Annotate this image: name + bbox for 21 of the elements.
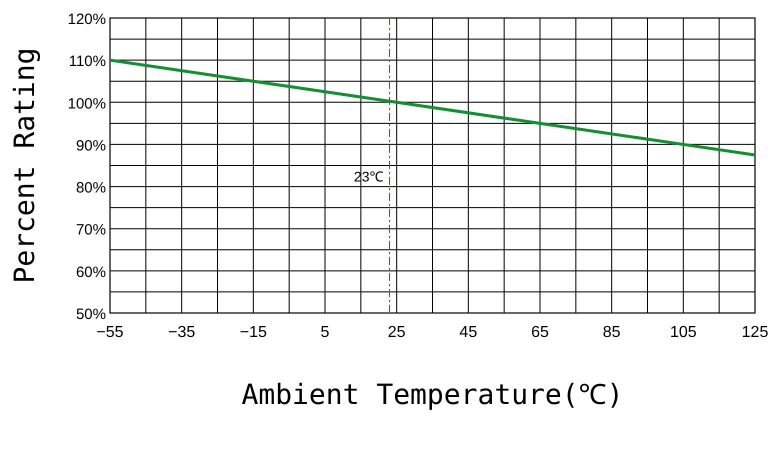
y-tick-label: 100% (68, 95, 106, 112)
y-tick-label: 120% (68, 11, 106, 28)
x-tick-label: −15 (240, 324, 268, 341)
x-tick-label: 25 (388, 324, 406, 341)
y-axis-title: Percent Rating (8, 47, 41, 284)
y-tick-label: 50% (76, 306, 106, 323)
y-tick-label: 70% (76, 222, 106, 239)
y-tick-label: 80% (76, 180, 106, 197)
x-tick-label: 125 (742, 324, 768, 341)
x-tick-label: 85 (602, 324, 621, 341)
x-axis-title: Ambient Temperature(℃) (241, 378, 624, 411)
x-tick-label: 105 (670, 324, 697, 341)
y-tick-label: 110% (68, 53, 106, 70)
x-tick-label: 5 (320, 324, 330, 341)
x-tick-label: −35 (168, 324, 196, 341)
y-tick-label: 60% (76, 264, 106, 281)
y-tick-label: 90% (76, 137, 106, 154)
x-tick-label: −55 (96, 324, 124, 341)
x-tick-label: 45 (459, 324, 478, 341)
x-tick-label: 65 (531, 324, 549, 341)
line-series (108, 58, 756, 156)
